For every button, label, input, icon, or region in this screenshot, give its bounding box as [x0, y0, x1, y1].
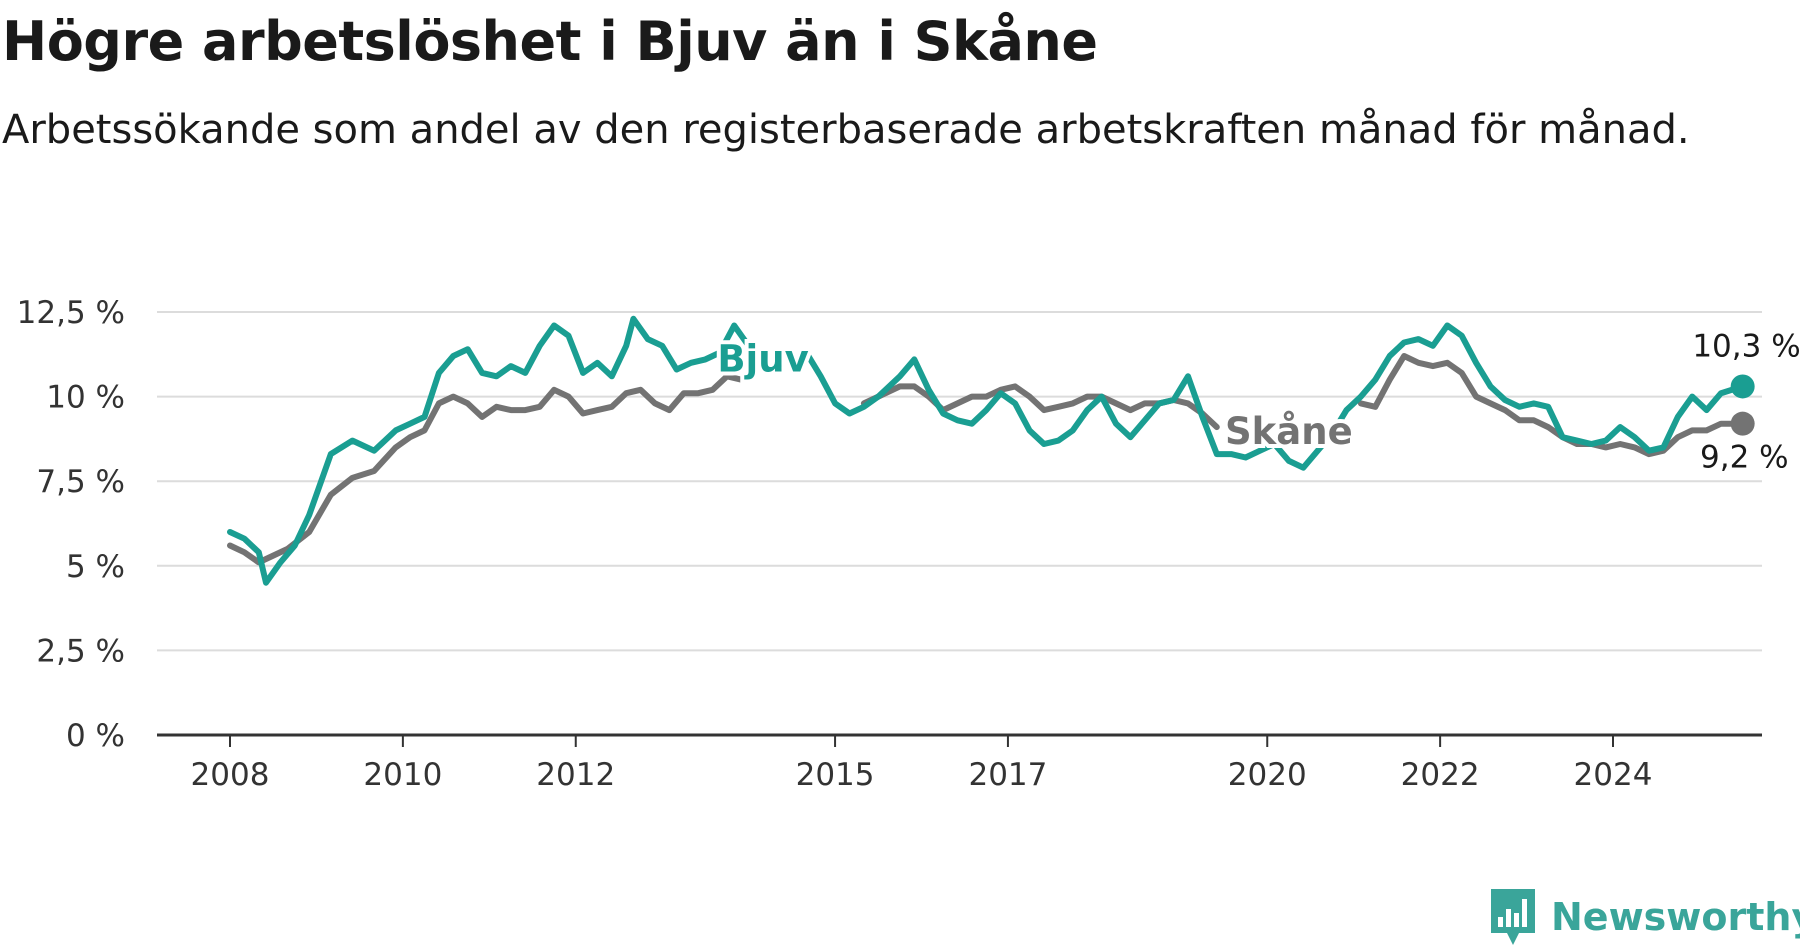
series-lines: [227, 315, 1755, 586]
y-tick-label: 10 %: [46, 380, 125, 416]
x-tick-label: 2017: [968, 757, 1047, 793]
y-tick-label: 5 %: [66, 549, 125, 585]
end-label-skane: 9,2 %: [1700, 440, 1789, 476]
series-line-bjuv: [227, 315, 1746, 586]
brand-logo[interactable]: Newsworthy: [1489, 887, 1800, 947]
y-tick-label: 0 %: [66, 718, 125, 754]
x-tick-label: 2022: [1401, 757, 1480, 793]
end-point-bjuv: [1730, 374, 1755, 399]
x-tick-label: 2008: [191, 757, 270, 793]
y-tick-label: 2,5 %: [36, 633, 125, 669]
x-tick-label: 2015: [796, 757, 875, 793]
x-tick-label: 2012: [536, 757, 615, 793]
y-tick-label: 12,5 %: [17, 295, 125, 331]
x-tick-label: 2010: [363, 757, 442, 793]
x-tick-label: 2024: [1574, 757, 1653, 793]
y-tick-label: 7,5 %: [36, 464, 125, 500]
chart-title: Högre arbetslöshet i Bjuv än i Skåne: [2, 10, 1098, 73]
x-tick-label: 2020: [1228, 757, 1307, 793]
end-point-skane: [1730, 411, 1755, 436]
end-label-bjuv: 10,3 %: [1692, 328, 1800, 364]
y-axis-ticks: 0 % 2,5 % 5 % 7,5 % 10 % 12,5 %: [17, 295, 125, 754]
x-axis: 2008 2010 2012 2015 2017 2020 2022 2024: [157, 733, 1762, 793]
brand-name: Newsworthy: [1551, 895, 1800, 939]
chart-subtitle: Arbetssökande som andel av den registerb…: [2, 107, 1690, 153]
grid-lines: [157, 311, 1762, 652]
series-line-skane: [227, 353, 1746, 566]
newsworthy-logo-icon: [1491, 889, 1535, 945]
series-labels: Bjuv Skåne 10,3 % 9,2 %: [713, 328, 1800, 476]
series-label-bjuv: Bjuv: [717, 338, 808, 381]
series-label-skane: Skåne: [1225, 410, 1353, 453]
